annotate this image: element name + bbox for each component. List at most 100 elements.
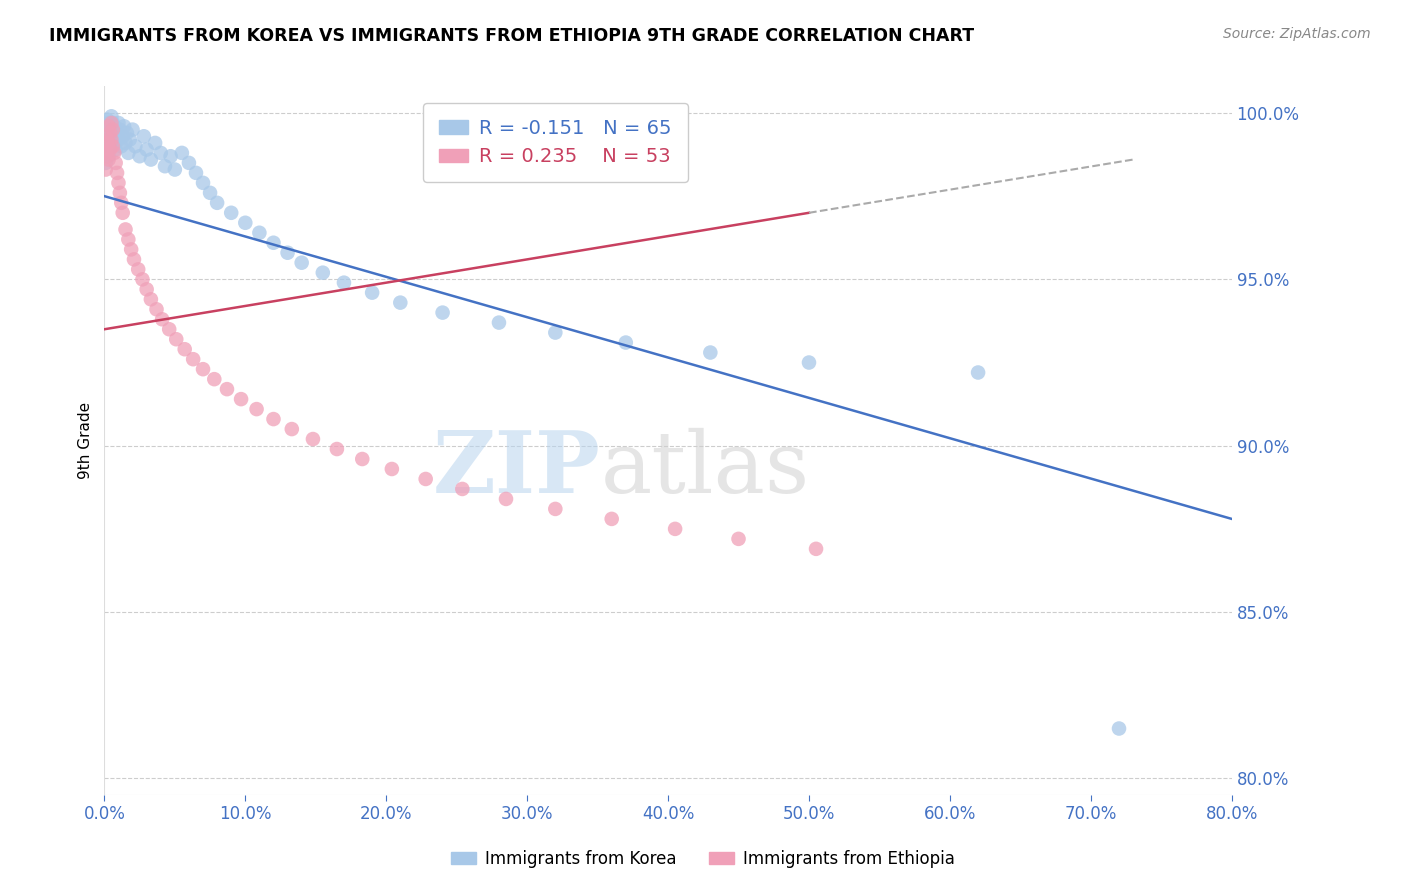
- Point: [110, 195, 132, 210]
- Text: IMMIGRANTS FROM KOREA VS IMMIGRANTS FROM ETHIOPIA 9TH GRADE CORRELATION CHART: IMMIGRANTS FROM KOREA VS IMMIGRANTS FROM…: [49, 27, 974, 45]
- Y-axis label: 9th Grade: 9th Grade: [79, 402, 93, 479]
- Point: [101, 116, 124, 130]
- Legend: R = -0.151   N = 65, R = 0.235    N = 53: R = -0.151 N = 65, R = 0.235 N = 53: [423, 103, 688, 182]
- Point: [245, 402, 267, 417]
- Point: [107, 176, 129, 190]
- Point: [165, 332, 187, 346]
- Point: [145, 302, 167, 317]
- Point: [191, 176, 214, 190]
- Point: [432, 305, 454, 319]
- Point: [495, 491, 517, 506]
- Point: [191, 362, 214, 376]
- Point: [98, 136, 121, 150]
- Point: [98, 143, 121, 157]
- Point: [277, 245, 299, 260]
- Point: [103, 120, 125, 134]
- Point: [281, 422, 304, 436]
- Point: [124, 139, 146, 153]
- Point: [544, 502, 567, 516]
- Point: [291, 256, 314, 270]
- Text: ZIP: ZIP: [433, 427, 600, 511]
- Text: Source: ZipAtlas.com: Source: ZipAtlas.com: [1223, 27, 1371, 41]
- Point: [94, 156, 117, 170]
- Point: [173, 342, 195, 356]
- Point: [104, 143, 127, 157]
- Point: [229, 392, 252, 406]
- Point: [302, 432, 325, 446]
- Point: [127, 262, 149, 277]
- Point: [150, 312, 173, 326]
- Point: [98, 120, 121, 134]
- Point: [614, 335, 637, 350]
- Point: [114, 136, 136, 150]
- Point: [96, 132, 118, 146]
- Point: [100, 132, 122, 146]
- Point: [263, 235, 285, 250]
- Point: [202, 372, 225, 386]
- Point: [103, 145, 125, 160]
- Point: [1108, 722, 1130, 736]
- Point: [107, 132, 129, 146]
- Point: [352, 452, 374, 467]
- Point: [326, 442, 349, 456]
- Point: [101, 139, 124, 153]
- Point: [107, 116, 129, 130]
- Point: [118, 132, 141, 146]
- Point: [247, 226, 270, 240]
- Point: [233, 216, 256, 230]
- Point: [600, 512, 623, 526]
- Point: [177, 156, 200, 170]
- Point: [96, 145, 118, 160]
- Point: [727, 532, 749, 546]
- Point: [111, 206, 134, 220]
- Point: [97, 120, 120, 134]
- Point: [488, 316, 510, 330]
- Point: [128, 149, 150, 163]
- Point: [121, 122, 143, 136]
- Point: [100, 122, 122, 136]
- Point: [111, 129, 134, 144]
- Point: [184, 166, 207, 180]
- Point: [108, 186, 131, 200]
- Point: [105, 166, 128, 180]
- Point: [149, 145, 172, 160]
- Point: [101, 132, 124, 146]
- Point: [135, 282, 157, 296]
- Point: [131, 272, 153, 286]
- Point: [163, 162, 186, 177]
- Point: [117, 145, 139, 160]
- Point: [967, 366, 990, 380]
- Point: [100, 109, 122, 123]
- Point: [544, 326, 567, 340]
- Point: [115, 126, 138, 140]
- Point: [96, 129, 118, 144]
- Point: [97, 132, 120, 146]
- Point: [97, 149, 120, 163]
- Point: [198, 186, 221, 200]
- Point: [97, 136, 120, 150]
- Point: [104, 156, 127, 170]
- Point: [159, 149, 181, 163]
- Point: [94, 139, 117, 153]
- Point: [97, 116, 120, 130]
- Point: [110, 139, 132, 153]
- Point: [120, 243, 142, 257]
- Point: [98, 126, 121, 140]
- Point: [97, 153, 120, 167]
- Point: [101, 122, 124, 136]
- Text: atlas: atlas: [600, 427, 810, 510]
- Point: [699, 345, 721, 359]
- Point: [139, 153, 162, 167]
- Point: [664, 522, 686, 536]
- Point: [797, 355, 820, 369]
- Point: [219, 206, 242, 220]
- Point: [451, 482, 474, 496]
- Point: [104, 126, 127, 140]
- Point: [181, 352, 204, 367]
- Point: [143, 136, 166, 150]
- Point: [361, 285, 384, 300]
- Legend: Immigrants from Korea, Immigrants from Ethiopia: Immigrants from Korea, Immigrants from E…: [444, 844, 962, 875]
- Point: [389, 295, 412, 310]
- Point: [415, 472, 437, 486]
- Point: [94, 145, 117, 160]
